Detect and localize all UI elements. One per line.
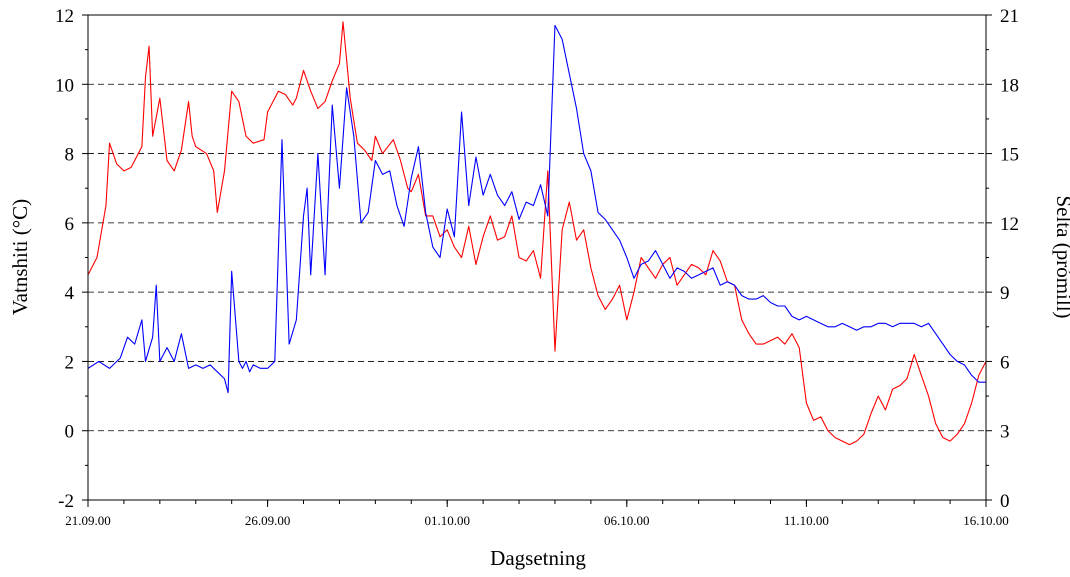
- y-right-tick-label: 6: [1000, 352, 1010, 373]
- y-right-tick-label: 18: [1000, 75, 1019, 96]
- y-right-tick-label: 0: [1000, 491, 1010, 512]
- x-tick-label: 21.09.00: [65, 513, 111, 528]
- y-left-tick-label: 4: [65, 283, 75, 304]
- x-axis-title: Dagsetning: [490, 546, 586, 570]
- y-right-tick-label: 3: [1000, 422, 1010, 443]
- y-axis-left-title: Vatnshiti (°C): [8, 199, 32, 315]
- x-tick-label: 26.09.00: [245, 513, 291, 528]
- y-right-tick-label: 12: [1000, 214, 1019, 235]
- y-left-tick-label: 8: [65, 145, 75, 166]
- y-right-tick-label: 15: [1000, 145, 1019, 166]
- y-left-tick-label: 10: [55, 75, 74, 96]
- x-tick-label: 01.10.00: [424, 513, 470, 528]
- series-line-1: [87, 21, 987, 446]
- x-tick-label: 06.10.00: [604, 513, 650, 528]
- gridlines: [88, 83, 986, 432]
- y-axis-right-ticks: 0 3 6 9 12 15 18 21: [1000, 6, 1019, 512]
- y-right-tick-label: 21: [1000, 6, 1019, 27]
- y-left-tick-label: -2: [58, 491, 74, 512]
- axis-ticks: [82, 14, 992, 507]
- y-left-tick-label: 12: [55, 6, 74, 27]
- x-tick-label: 11.10.00: [784, 513, 829, 528]
- x-axis-ticks: 21.09.00 26.09.00 01.10.00 06.10.00 11.10.00…: [65, 513, 1009, 528]
- y-axis-right-title: Selta (prómill): [1052, 195, 1070, 318]
- series-group: [87, 21, 987, 446]
- x-tick-label: 16.10.00: [963, 513, 1009, 528]
- y-left-tick-label: 2: [65, 352, 75, 373]
- y-axis-left-ticks: -2 0 2 4 6 8 10 12: [55, 6, 75, 512]
- y-left-tick-label: 0: [65, 422, 75, 443]
- series-line-2: [87, 24, 986, 394]
- y-left-tick-label: 6: [65, 214, 75, 235]
- y-right-tick-label: 9: [1000, 283, 1010, 304]
- plot-frame: [87, 14, 987, 501]
